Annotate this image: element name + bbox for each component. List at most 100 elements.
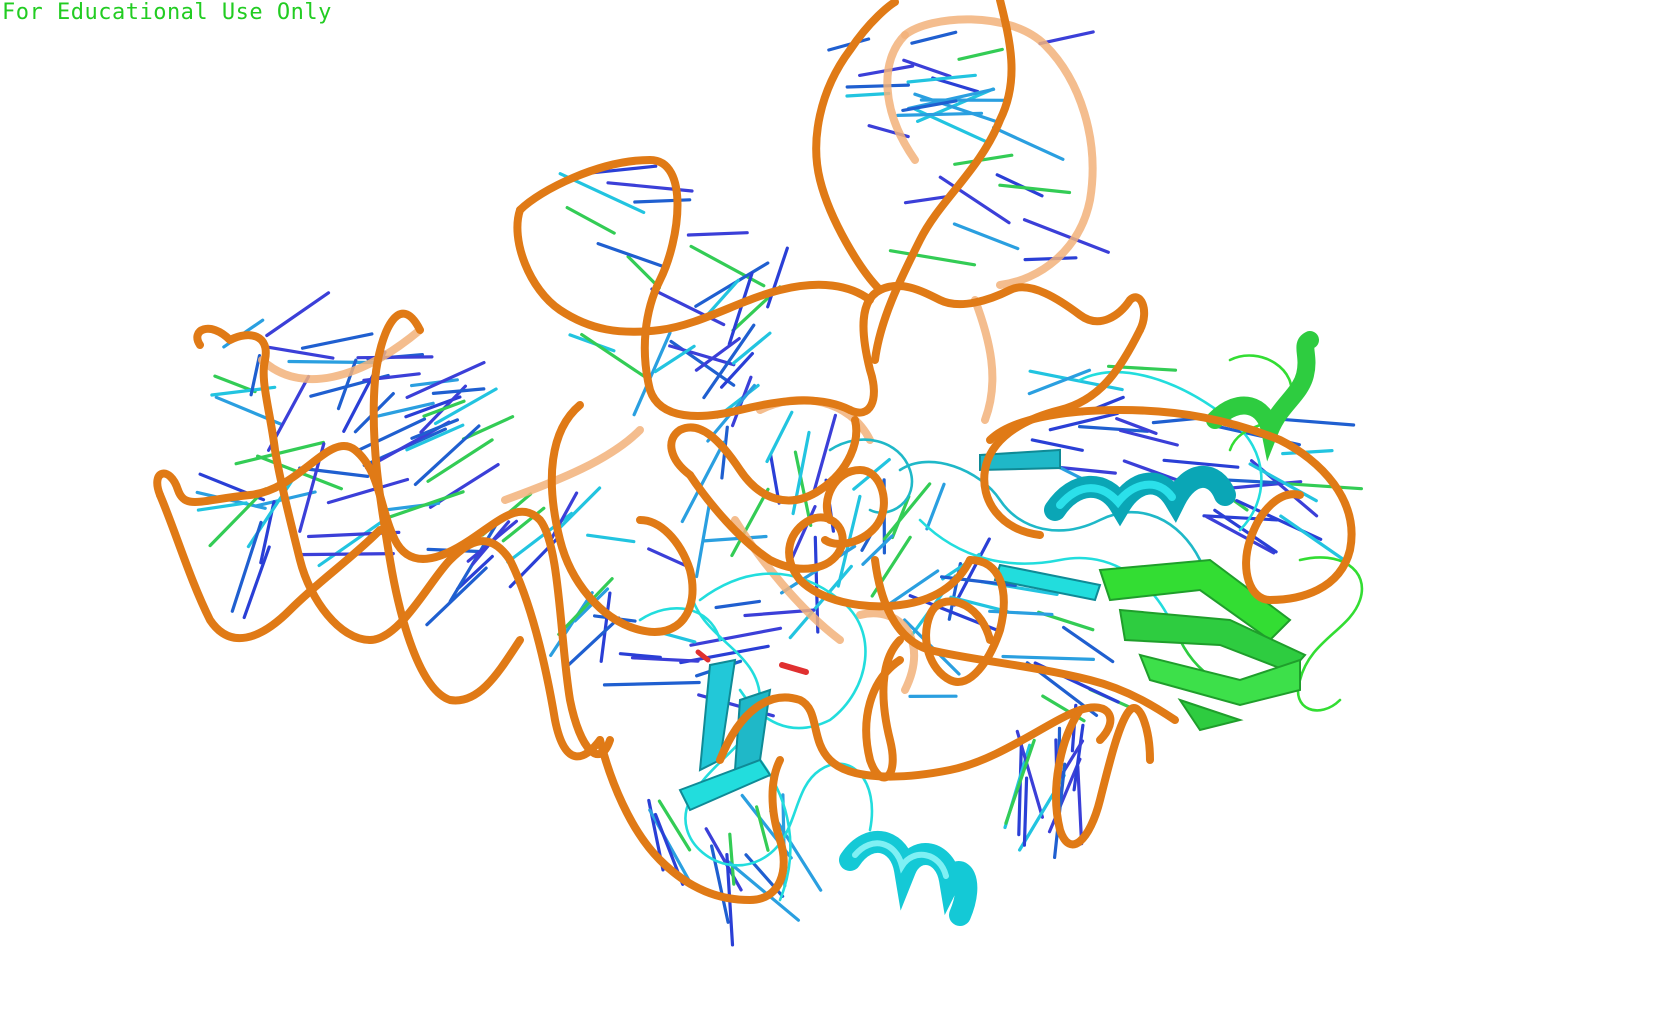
nucleotide-base [952,537,991,607]
protein-helix-cyan-lower [839,830,978,926]
nucleotide-base [754,805,770,852]
nucleotide-base [1038,30,1095,46]
nucleotide-base [599,591,612,663]
nucleotide-base [653,344,696,374]
nucleotide-base [901,99,958,113]
nucleotide-base [728,832,736,886]
nucleotide-base [890,495,911,540]
nucleotide-base [896,111,984,118]
nucleotide-base [265,291,331,338]
nucleotide-base [657,799,692,852]
highlight-residue-2 [695,649,711,663]
nucleotide-base [1022,218,1110,254]
nucleotide-base [903,194,954,205]
nucleotide-base [630,656,700,663]
nucleotide-base [230,520,263,613]
nucleotide-base [668,344,736,367]
nucleotide-base [689,244,766,288]
nucleotide-base [266,345,335,360]
nucleotide-base [1022,776,1029,847]
nucleotide-base [433,387,498,426]
nucleotide-base [730,487,770,558]
nucleotide-base [1017,741,1024,837]
rna-backbone [153,0,1356,904]
nucleotide-base [554,486,602,534]
nucleotide-base [300,332,374,350]
nucleotide-base [1115,417,1158,435]
nucleotide-base [882,482,932,541]
nucleotide-base [242,545,271,620]
nucleotide-base [1162,458,1240,469]
rna-backbone-far [258,15,1097,694]
nucleotide-base [1076,764,1084,846]
nucleotide-base [317,516,388,568]
protein-helix-cyan-upper [1044,465,1236,527]
nucleotide-base [461,415,515,441]
nucleotide-base [845,83,911,89]
nucleotide-base [298,466,370,478]
nucleotide-base [957,47,1004,61]
nucleotide-base [1077,425,1150,433]
nucleotide-base [1286,482,1364,491]
nucleotide-base [356,355,434,360]
protein-beta-sheet-green [1098,558,1307,732]
nucleotide-base [731,331,772,365]
nucleotide-base [405,423,465,452]
nucleotide-base [208,487,268,548]
nucleotide-base [1284,418,1356,427]
nucleotide-base [1061,625,1115,664]
nucleotide-base [1122,459,1184,484]
nucleotide-base [694,261,770,308]
nucleotide-base [1004,738,1036,825]
nucleotide-base [1015,729,1045,819]
nucleotide-base [422,399,466,418]
nucleotide-base [1213,508,1278,554]
nucleotide-base [1023,256,1078,262]
nucleotide-base [861,534,894,566]
nucleotide-base [998,183,1072,195]
nucleotide-base [410,378,459,388]
nucleotide-base [425,566,488,627]
nucleotide-base [906,73,977,84]
nucleotide-base [913,92,1000,124]
nucleotide-base [910,30,958,45]
nucleotide-base [591,164,658,175]
nucleotide-base [702,323,756,400]
nucleotide-base [249,354,262,397]
nucleotide-base [882,569,940,610]
nucleotide-base [793,450,813,528]
nucleotide-base [714,599,762,610]
nucleotide-base [456,554,494,591]
nucleotide-base [196,501,248,512]
nucleotide-base [925,482,946,531]
nucleotide-base [1001,654,1096,662]
nucleotide-base [567,616,621,667]
nucleotide-base [995,173,1044,198]
nucleotide-base [991,125,1065,161]
nucleotide-base [372,401,435,419]
nucleotide-base [827,37,871,52]
nucleotide-base [234,440,325,466]
nucleotide-base [633,198,692,204]
nucleotide-base [938,175,1011,225]
nucleotide-base [1072,723,1085,792]
nucleotide-base [727,271,754,346]
nucleotide-base [586,533,636,544]
nucleotide-base [565,206,616,235]
nucleotide-base [694,337,741,372]
nucleotide-base [426,438,494,483]
nucleotide-base [626,255,661,290]
nucleotide-base [686,231,749,237]
nucleotide-base [405,361,486,399]
nucleotide-base [689,626,783,647]
nucleotide-base [766,246,789,309]
watermark-text: For Educational Use Only [2,0,332,25]
nucleotide-base [413,424,481,486]
nucleotide-base [1118,428,1179,447]
nucleotide-base [704,827,743,892]
nucleotide-base [580,333,652,382]
nucleotide-base [719,352,755,389]
nucleotide-base [357,417,427,452]
